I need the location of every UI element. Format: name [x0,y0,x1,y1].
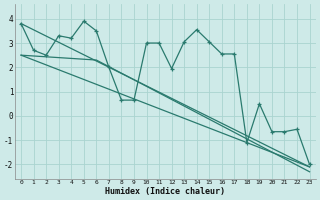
X-axis label: Humidex (Indice chaleur): Humidex (Indice chaleur) [105,187,225,196]
